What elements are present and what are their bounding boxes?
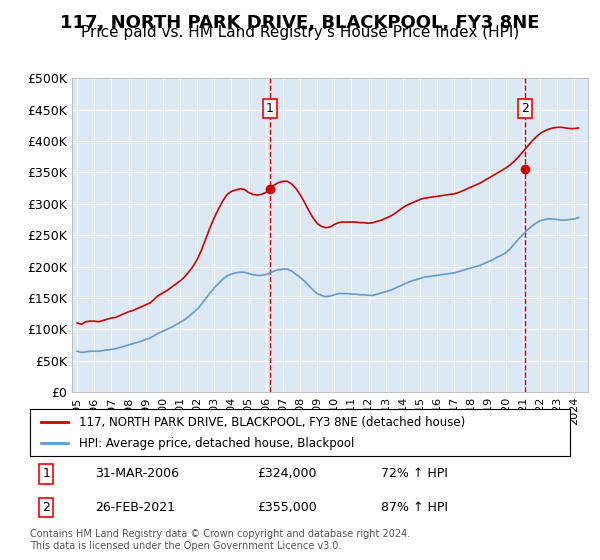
Text: 117, NORTH PARK DRIVE, BLACKPOOL, FY3 8NE (detached house): 117, NORTH PARK DRIVE, BLACKPOOL, FY3 8N… xyxy=(79,416,465,428)
Text: HPI: Average price, detached house, Blackpool: HPI: Average price, detached house, Blac… xyxy=(79,437,354,450)
Text: 72% ↑ HPI: 72% ↑ HPI xyxy=(381,468,448,480)
Text: 1: 1 xyxy=(42,468,50,480)
Text: Contains HM Land Registry data © Crown copyright and database right 2024.
This d: Contains HM Land Registry data © Crown c… xyxy=(30,529,410,551)
Text: 26-FEB-2021: 26-FEB-2021 xyxy=(95,501,175,514)
Text: 117, NORTH PARK DRIVE, BLACKPOOL, FY3 8NE: 117, NORTH PARK DRIVE, BLACKPOOL, FY3 8N… xyxy=(60,14,540,32)
Text: 87% ↑ HPI: 87% ↑ HPI xyxy=(381,501,448,514)
Text: £324,000: £324,000 xyxy=(257,468,316,480)
Text: 31-MAR-2006: 31-MAR-2006 xyxy=(95,468,179,480)
Text: 2: 2 xyxy=(42,501,50,514)
Text: Price paid vs. HM Land Registry's House Price Index (HPI): Price paid vs. HM Land Registry's House … xyxy=(81,25,519,40)
Text: 2: 2 xyxy=(521,102,529,115)
Text: 1: 1 xyxy=(266,102,274,115)
Text: £355,000: £355,000 xyxy=(257,501,317,514)
